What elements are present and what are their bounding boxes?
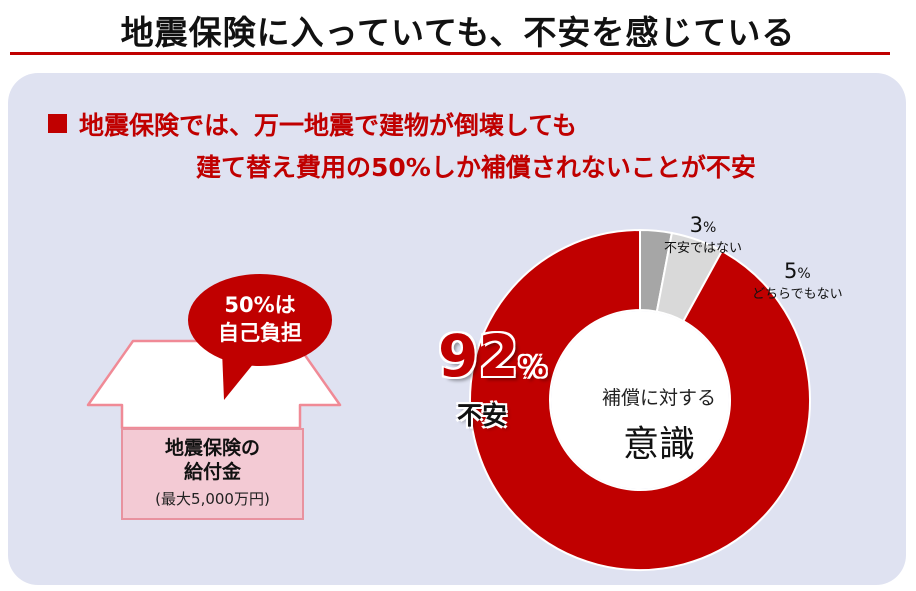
benefit-box: 地震保険の 給付金 (最大5,000万円) [121,428,304,520]
slice-value-anxious: 92% [438,322,547,390]
benefit-title-1: 地震保険の [164,437,260,459]
square-bullet-icon [48,114,67,133]
slice-value-unit: % [797,266,811,282]
slice-label-not-anxious: 3% 不安ではない [664,213,742,256]
slice-value-number: 92 [438,322,519,390]
donut-center-big: 意識 [622,424,695,465]
slice-label-anxious: 不安 [457,401,508,430]
donut-hole [551,311,729,489]
slice-value-number: 5 [783,259,798,283]
donut-slice-anxious [469,228,811,571]
slice-value-number: 3 [689,213,704,237]
donut-chart [469,228,811,571]
benefit-note: (最大5,000万円) [155,490,270,508]
bubble-text: 50%は 自己負担 [190,291,330,347]
bubble-line-2: 自己負担 [218,321,302,345]
headline-text-1: 地震保険では、万一地震で建物が倒壊しても [79,111,578,140]
donut-center-small: 補償に対する [601,387,716,409]
bubble-line-1: 50%は [224,293,296,317]
slice-label-text: 不安ではない [664,241,743,256]
speech-bubble-icon [188,274,332,400]
slice-value-unit: % [703,220,717,236]
headline-line-1: 地震保険では、万一地震で建物が倒壊しても [48,106,577,142]
slice-value-unit: % [518,350,547,383]
slice-label-neutral: 5% どちらでもない [752,259,843,302]
slice-label-text: どちらでもない [752,287,843,302]
headline-line-2: 建て替え費用の50%しか補償されないことが不安 [196,153,756,182]
benefit-title-2: 給付金 [183,461,241,483]
title-underline [10,52,890,55]
page-title: 地震保険に入っていても、不安を感じている [120,13,796,52]
